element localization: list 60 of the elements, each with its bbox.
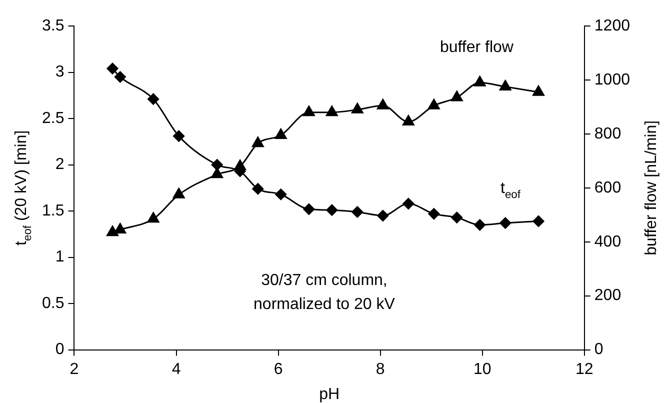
y2-tick-label: 200	[594, 287, 622, 304]
point	[351, 102, 364, 114]
point	[106, 226, 118, 236]
y-tick-label: 0	[55, 341, 64, 358]
point	[252, 183, 264, 195]
point	[275, 188, 287, 200]
point	[114, 71, 126, 83]
point	[402, 115, 414, 126]
point	[274, 128, 287, 140]
point	[532, 85, 544, 96]
point	[377, 210, 389, 222]
point	[173, 130, 185, 142]
x-axis-title: pH	[319, 386, 340, 403]
point	[450, 90, 463, 102]
series-label: buffer flow	[440, 39, 514, 56]
point	[500, 217, 512, 229]
y-tick-label: 3.5	[42, 17, 64, 34]
x-tick-label: 4	[172, 360, 181, 378]
point	[148, 93, 160, 105]
point	[326, 204, 338, 216]
y2-axis-title: buffer flow [nL/min]	[643, 120, 660, 256]
y2-tick-label: 1200	[594, 17, 630, 34]
x-tick-label: 12	[576, 360, 594, 378]
point	[211, 168, 224, 178]
point	[352, 206, 364, 218]
x-tick-label: 2	[70, 360, 79, 378]
point	[252, 136, 264, 148]
point	[302, 106, 315, 116]
y-tick-label: 3	[55, 64, 64, 81]
point	[114, 222, 126, 234]
point	[303, 203, 315, 215]
x-tick-label: 6	[274, 360, 283, 378]
y-tick-label: 1.5	[42, 202, 64, 220]
point	[172, 188, 185, 198]
y-tick-label: 1	[55, 248, 64, 266]
y2-tick-label: 1000	[594, 71, 630, 88]
point	[211, 159, 223, 171]
point	[474, 219, 486, 231]
point	[451, 212, 463, 224]
x-tick-label: 10	[473, 360, 492, 378]
point	[499, 80, 512, 90]
point	[474, 76, 486, 86]
y-axis-title: teof (20 kV) [min]	[13, 130, 34, 246]
y2-tick-label: 400	[594, 233, 622, 250]
point	[532, 215, 544, 227]
y-tick-label: 0.5	[42, 294, 64, 312]
y2-tick-label: 0	[594, 341, 604, 358]
point	[326, 106, 338, 116]
y2-tick-label: 800	[594, 125, 622, 142]
point	[376, 98, 389, 110]
y-tick-label: 2	[55, 156, 64, 174]
point	[147, 212, 160, 223]
annotation: 30/37 cm column, normalized to 20 kV	[254, 272, 396, 314]
y2-tick-label: 600	[594, 179, 622, 196]
point	[402, 198, 414, 210]
point	[428, 98, 440, 110]
x-tick-label: 8	[376, 360, 385, 378]
y-tick-label: 2.5	[42, 110, 64, 127]
point	[106, 62, 118, 74]
point	[428, 208, 440, 220]
